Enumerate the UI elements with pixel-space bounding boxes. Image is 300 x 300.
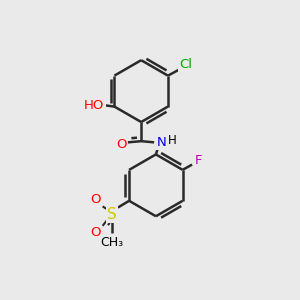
Text: O: O: [116, 139, 126, 152]
Text: O: O: [91, 194, 101, 206]
Text: CH₃: CH₃: [100, 236, 124, 249]
Text: S: S: [107, 206, 117, 221]
Text: Cl: Cl: [179, 58, 192, 71]
Text: HO: HO: [84, 99, 105, 112]
Text: H: H: [167, 134, 176, 147]
Text: F: F: [195, 154, 202, 167]
Text: N: N: [157, 136, 167, 148]
Text: O: O: [91, 226, 101, 239]
